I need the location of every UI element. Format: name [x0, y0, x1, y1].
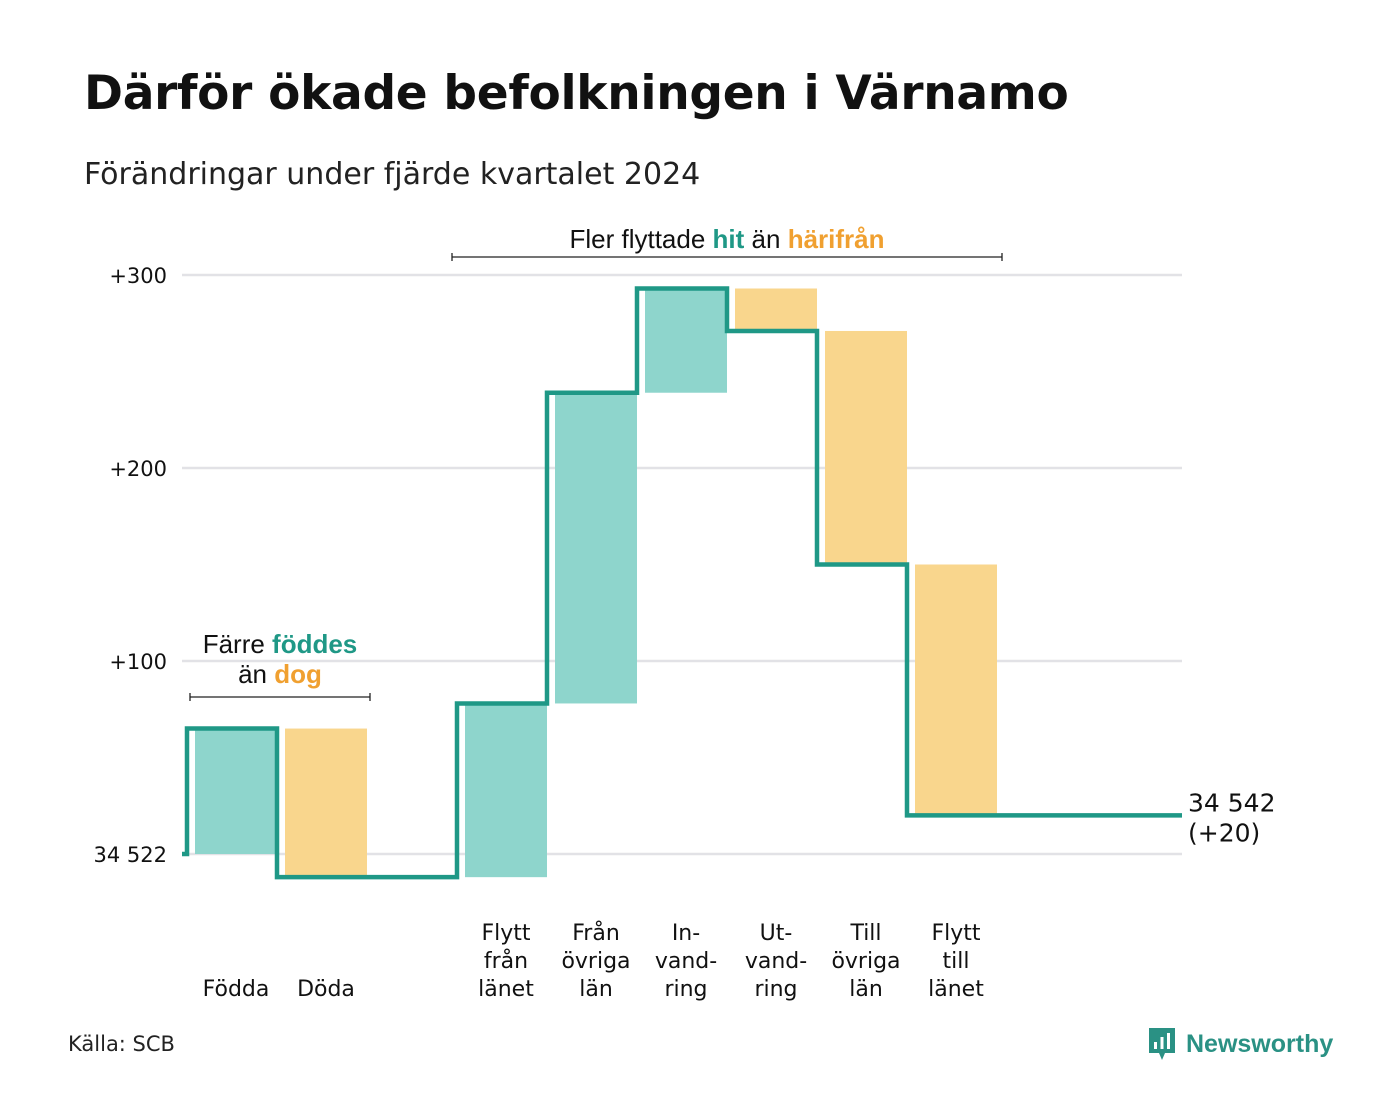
chart-subtitle: Förändringar under fjärde kvartalet 2024 [84, 157, 701, 192]
category-label: övriga [561, 949, 630, 974]
annotation-text-line: än dog [238, 659, 322, 689]
category-label: Från [572, 920, 620, 946]
annotation-prefix: Färre [203, 629, 272, 659]
increase-bar [195, 728, 277, 854]
category-label: In- [672, 921, 700, 946]
y-tick-label: 34 522 [94, 843, 167, 867]
category-label: från [484, 948, 528, 974]
y-tick-label: +100 [109, 650, 167, 674]
annotation-text-line: Färre föddes [203, 629, 358, 659]
category-label: ring [754, 977, 797, 1002]
source-note: Källa: SCB [68, 1032, 175, 1056]
category-label: län [849, 977, 883, 1002]
end-change: (+20) [1188, 818, 1260, 847]
step-line-group [182, 286, 1182, 880]
annotation-positive: föddes [272, 629, 357, 659]
category-label: till [943, 949, 970, 974]
category-label: Ut- [760, 921, 793, 946]
y-tick-label: +300 [109, 264, 167, 288]
annotation-negative: härifrån [788, 224, 885, 254]
category-label: länet [478, 977, 534, 1002]
category-label: ring [664, 977, 707, 1002]
annotation-text-line: Fler flyttade hit än härifrån [569, 224, 884, 254]
end-value-label: 34 542(+20) [1188, 788, 1275, 847]
category-label: län [579, 977, 613, 1002]
category-label: vand- [745, 949, 807, 974]
decrease-bar [735, 288, 817, 331]
increase-bar [555, 392, 637, 704]
category-labels: Födda DödaFlyttfrånlänetFrånövrigalänIn-v… [203, 920, 985, 1002]
annotation-mid: än [744, 224, 787, 254]
decrease-bar [285, 728, 367, 878]
brand-logo[interactable]: Newsworthy [1147, 1024, 1333, 1064]
category-label: övriga [831, 949, 900, 974]
annotation-mid: än [238, 659, 274, 689]
category-label: Födda [203, 977, 270, 1002]
y-axis-labels: 34 522 +100 +200 +300 [94, 264, 167, 867]
annotation-positive: hit [713, 224, 745, 254]
increase-bar [645, 288, 727, 393]
increase-bar [465, 703, 547, 878]
chart-title: Därför ökade befolkningen i Värnamo [84, 66, 1069, 121]
category-label: Till [849, 921, 881, 946]
waterfall-bars [195, 288, 997, 878]
end-value: 34 542 [1188, 788, 1275, 817]
category-label: Flytt [931, 921, 980, 946]
annotation-negative: dog [274, 659, 322, 689]
category-label: Flytt [481, 921, 530, 946]
category-label: Döda [297, 977, 355, 1002]
brand-name: Newsworthy [1186, 1029, 1334, 1058]
category-label: länet [928, 977, 984, 1002]
step-line [182, 286, 1182, 880]
y-tick-label: +200 [109, 457, 167, 481]
decrease-bar [825, 330, 907, 565]
category-label: vand- [655, 949, 717, 974]
newsworthy-logo-icon [1149, 1028, 1175, 1060]
annotation-prefix: Fler flyttade [569, 224, 712, 254]
decrease-bar [915, 564, 997, 816]
